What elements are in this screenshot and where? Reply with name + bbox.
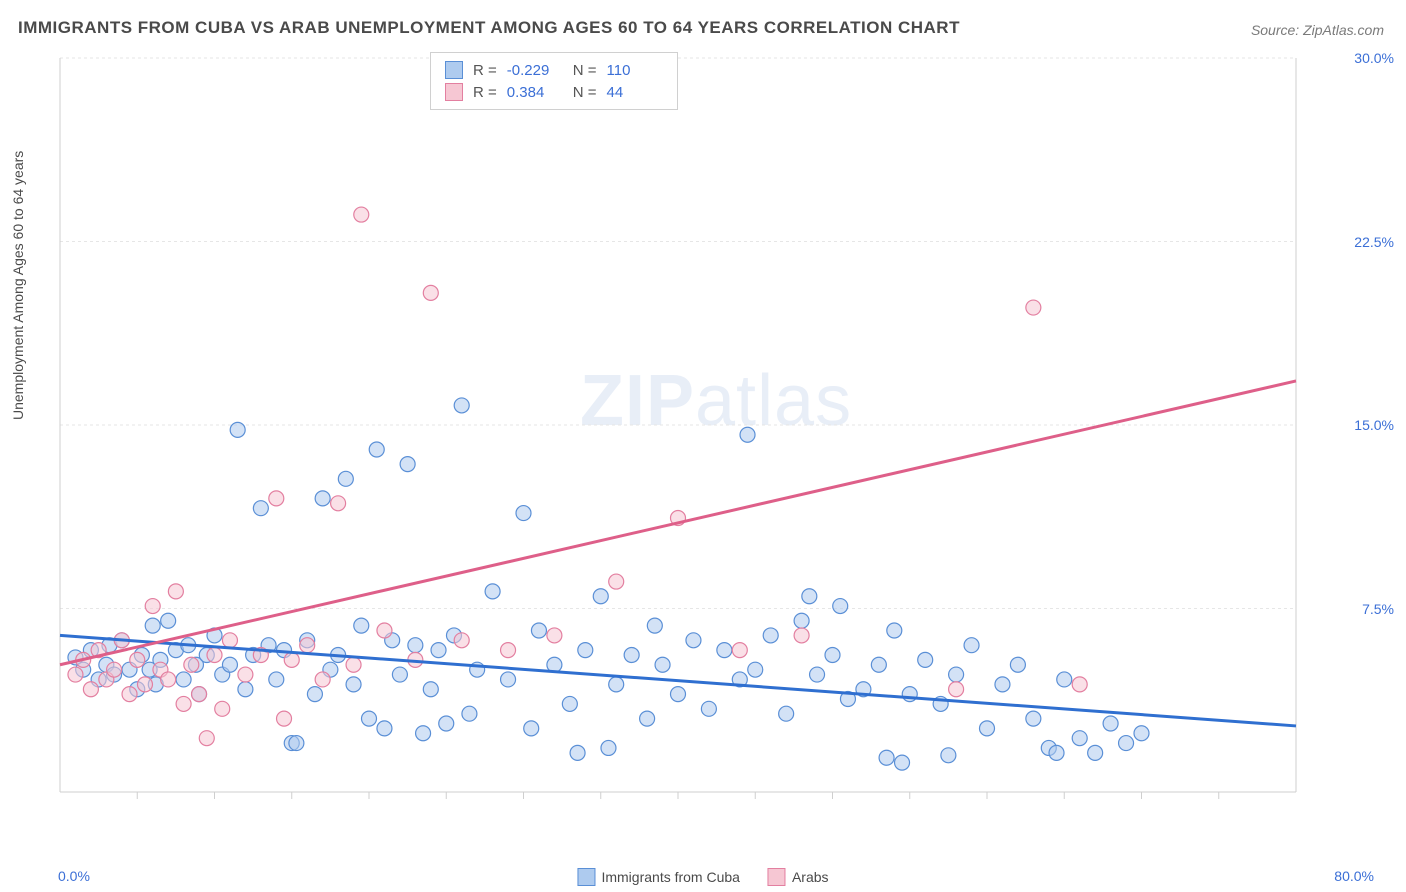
scatter-series-arabs xyxy=(68,207,1087,746)
y-tick-label: 22.5% xyxy=(1354,234,1394,250)
y-tick-label: 30.0% xyxy=(1354,50,1394,66)
scatter-plot xyxy=(48,50,1348,810)
legend-swatch-arabs xyxy=(768,868,786,886)
legend-label-cuba: Immigrants from Cuba xyxy=(601,869,739,885)
n-label: N = xyxy=(573,84,597,101)
legend-label-arabs: Arabs xyxy=(792,869,829,885)
y-tick-label: 15.0% xyxy=(1354,417,1394,433)
x-tick-max: 80.0% xyxy=(1334,868,1374,884)
correlation-legend: R = -0.229 N = 110 R = 0.384 N = 44 xyxy=(430,52,678,110)
scatter-series-cuba xyxy=(68,398,1149,770)
n-value-arabs: 44 xyxy=(607,84,663,101)
y-tick-label: 7.5% xyxy=(1362,601,1394,617)
correlation-row-cuba: R = -0.229 N = 110 xyxy=(445,59,663,81)
n-label: N = xyxy=(573,62,597,79)
chart-title: IMMIGRANTS FROM CUBA VS ARAB UNEMPLOYMEN… xyxy=(18,18,960,38)
source-label: Source: ZipAtlas.com xyxy=(1251,22,1384,38)
legend-item-arabs: Arabs xyxy=(768,868,829,886)
bottom-legend: Immigrants from Cuba Arabs xyxy=(577,868,828,886)
legend-swatch-cuba xyxy=(577,868,595,886)
r-label: R = xyxy=(473,84,497,101)
corr-swatch-cuba xyxy=(445,61,463,79)
legend-item-cuba: Immigrants from Cuba xyxy=(577,868,739,886)
corr-swatch-arabs xyxy=(445,83,463,101)
r-value-arabs: 0.384 xyxy=(507,84,563,101)
r-value-cuba: -0.229 xyxy=(507,62,563,79)
x-tick-min: 0.0% xyxy=(58,868,90,884)
correlation-row-arabs: R = 0.384 N = 44 xyxy=(445,81,663,103)
r-label: R = xyxy=(473,62,497,79)
y-axis-label: Unemployment Among Ages 60 to 64 years xyxy=(10,151,26,420)
n-value-cuba: 110 xyxy=(607,62,663,79)
